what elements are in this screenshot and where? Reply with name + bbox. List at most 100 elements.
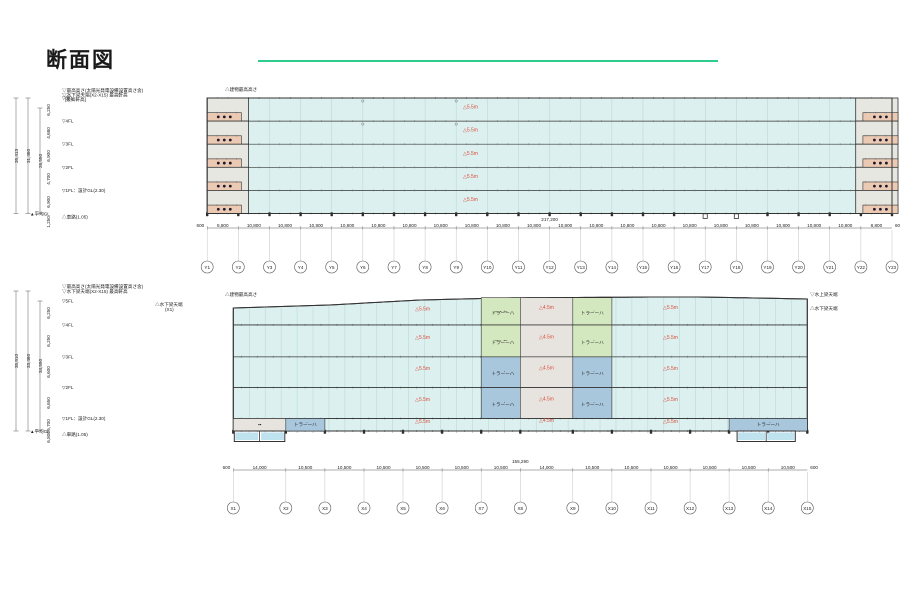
- svg-text:10,800: 10,800: [247, 223, 261, 228]
- svg-text:10,500: 10,500: [298, 465, 312, 470]
- svg-text:Y15: Y15: [639, 265, 648, 270]
- svg-text:10,800: 10,800: [651, 223, 665, 228]
- svg-text:△5.5m: △5.5m: [463, 105, 478, 111]
- svg-text:△5.5m: △5.5m: [463, 197, 478, 203]
- svg-text:600: 600: [810, 465, 818, 470]
- svg-text:600: 600: [223, 465, 231, 470]
- svg-text:4,700: 4,700: [46, 173, 51, 185]
- svg-text:10,500: 10,500: [663, 465, 677, 470]
- svg-text:10,800: 10,800: [807, 223, 821, 228]
- svg-text:14,000: 14,000: [539, 465, 553, 470]
- svg-text:X7: X7: [478, 506, 484, 511]
- svg-text:△5.5m: △5.5m: [463, 128, 478, 134]
- svg-text:△5.5m: △5.5m: [415, 366, 430, 372]
- svg-text:33,460: 33,460: [26, 354, 31, 368]
- svg-text:4,680: 4,680: [46, 127, 51, 139]
- svg-text:▽4FL: ▽4FL: [62, 322, 74, 327]
- svg-text:Y22: Y22: [857, 265, 866, 270]
- svg-text:10,800: 10,800: [589, 223, 603, 228]
- svg-text:▪▪: ▪▪: [258, 422, 262, 427]
- svg-text:X12: X12: [686, 506, 695, 511]
- svg-text:Y21: Y21: [826, 265, 835, 270]
- svg-text:X2: X2: [283, 506, 289, 511]
- svg-text:Y3: Y3: [267, 265, 273, 270]
- svg-text:Y17: Y17: [701, 265, 710, 270]
- svg-text:△4.5m: △4.5m: [539, 418, 554, 424]
- svg-text:△5.5m: △5.5m: [415, 335, 430, 341]
- svg-text:△5.5m: △5.5m: [663, 366, 678, 372]
- svg-text:10,800: 10,800: [496, 223, 510, 228]
- svg-text:△車路(1.05): △車路(1.05): [62, 431, 88, 438]
- svg-text:X9: X9: [570, 506, 576, 511]
- svg-text:X10: X10: [608, 506, 617, 511]
- svg-text:Y4: Y4: [298, 265, 304, 270]
- svg-text:(X1): (X1): [165, 307, 174, 312]
- svg-text:600: 600: [895, 223, 900, 228]
- svg-text:X5: X5: [400, 506, 406, 511]
- svg-text:10,800: 10,800: [340, 223, 354, 228]
- svg-text:△5.5m: △5.5m: [415, 397, 430, 403]
- svg-text:▽1FL：設計GL(2.30): ▽1FL：設計GL(2.30): [62, 415, 106, 422]
- svg-text:▽水下梁天端(X2-X15) 最高軒高: ▽水下梁天端(X2-X15) 最高軒高: [62, 288, 128, 295]
- svg-text:10,800: 10,800: [465, 223, 479, 228]
- svg-text:10,500: 10,500: [376, 465, 390, 470]
- svg-text:X14: X14: [764, 506, 773, 511]
- svg-text:10,500: 10,500: [624, 465, 638, 470]
- svg-text:6,900: 6,900: [46, 150, 51, 162]
- svg-text:X11: X11: [647, 506, 655, 511]
- svg-text:△5.5m: △5.5m: [663, 335, 678, 341]
- svg-text:[最高軒高]: [最高軒高]: [65, 96, 86, 103]
- svg-text:Y14: Y14: [608, 265, 617, 270]
- svg-text:10,800: 10,800: [309, 223, 323, 228]
- svg-text:10,800: 10,800: [745, 223, 759, 228]
- svg-text:10,800: 10,800: [620, 223, 634, 228]
- svg-text:▽3FL: ▽3FL: [62, 142, 74, 147]
- svg-text:Y10: Y10: [483, 265, 492, 270]
- svg-text:31,460: 31,460: [26, 149, 31, 163]
- svg-text:26,550: 26,550: [38, 154, 43, 168]
- svg-text:△5.5m: △5.5m: [663, 305, 678, 311]
- svg-text:△水下梁天端: △水下梁天端: [810, 305, 838, 312]
- svg-text:6,250: 6,250: [46, 307, 51, 319]
- svg-text:▽5FL: ▽5FL: [62, 299, 74, 304]
- svg-text:10,500: 10,500: [455, 465, 469, 470]
- svg-text:△5.5m: △5.5m: [663, 397, 678, 403]
- svg-text:10,800: 10,800: [402, 223, 416, 228]
- svg-text:△4.5m: △4.5m: [539, 397, 554, 403]
- svg-text:▽2FL: ▽2FL: [62, 385, 74, 390]
- svg-text:217,200: 217,200: [541, 217, 558, 222]
- svg-text:8,800: 8,800: [217, 223, 229, 228]
- svg-text:▽4FL: ▽4FL: [62, 119, 74, 124]
- svg-text:X3: X3: [322, 506, 328, 511]
- svg-text:10,800: 10,800: [527, 223, 541, 228]
- svg-text:△4.5m: △4.5m: [539, 334, 554, 340]
- svg-text:Y5: Y5: [329, 265, 335, 270]
- svg-text:Y13: Y13: [577, 265, 586, 270]
- svg-text:10,500: 10,500: [337, 465, 351, 470]
- svg-text:10,800: 10,800: [371, 223, 385, 228]
- svg-text:Y16: Y16: [670, 265, 679, 270]
- svg-text:△建物最高高さ: △建物最高高さ: [225, 86, 257, 93]
- svg-text:Y23: Y23: [888, 265, 897, 270]
- svg-text:6,900: 6,900: [46, 196, 51, 208]
- svg-text:▽3FL: ▽3FL: [62, 354, 74, 359]
- svg-text:10,800: 10,800: [434, 223, 448, 228]
- svg-text:10,500: 10,500: [742, 465, 756, 470]
- svg-text:6,250: 6,250: [46, 104, 51, 116]
- svg-text:10,500: 10,500: [585, 465, 599, 470]
- svg-text:▽水上梁天端: ▽水上梁天端: [810, 291, 838, 298]
- svg-text:10,500: 10,500: [416, 465, 430, 470]
- svg-text:10,800: 10,800: [776, 223, 790, 228]
- svg-text:Y2: Y2: [235, 265, 241, 270]
- svg-text:155,290: 155,290: [512, 459, 529, 464]
- svg-text:△5.5m: △5.5m: [415, 306, 430, 312]
- svg-text:X13: X13: [725, 506, 734, 511]
- svg-text:X6: X6: [439, 506, 445, 511]
- svg-text:△5.5m: △5.5m: [463, 174, 478, 180]
- svg-text:8,800: 8,800: [871, 223, 883, 228]
- svg-text:600: 600: [197, 223, 205, 228]
- svg-text:Y8: Y8: [422, 265, 428, 270]
- svg-text:6,650: 6,650: [46, 397, 51, 409]
- svg-text:14,000: 14,000: [253, 465, 267, 470]
- svg-text:△5.5m: △5.5m: [415, 419, 430, 425]
